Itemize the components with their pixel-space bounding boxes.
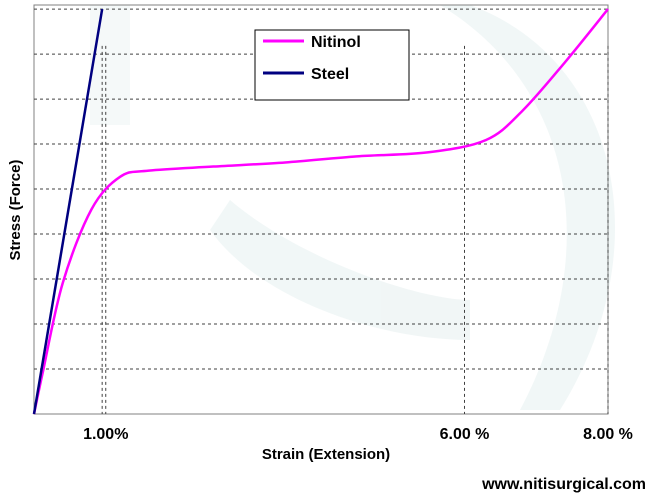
series-line-nitinol (32, 8, 609, 415)
legend: Nitinol Steel (254, 29, 410, 101)
x-tick-label-2: 8.00 % (583, 426, 633, 443)
legend-box (254, 29, 410, 101)
legend-label-nitinol: Nitinol (311, 34, 361, 51)
y-axis-label: Stress (Force) (7, 160, 24, 261)
series-layer (32, 8, 609, 415)
series-line-steel (32, 8, 104, 415)
x-tick-label-0: 1.00% (83, 426, 128, 443)
legend-label-steel: Steel (311, 66, 349, 83)
guide-lines (101, 45, 609, 414)
watermark-url: www.nitisurgical.com (481, 476, 646, 493)
x-tick-label-1: 6.00 % (440, 426, 490, 443)
x-tick-labels: 1.00% 6.00 % 8.00 % (83, 426, 633, 443)
background-decoration (90, 5, 616, 410)
x-axis-label: Strain (Extension) (262, 446, 390, 463)
